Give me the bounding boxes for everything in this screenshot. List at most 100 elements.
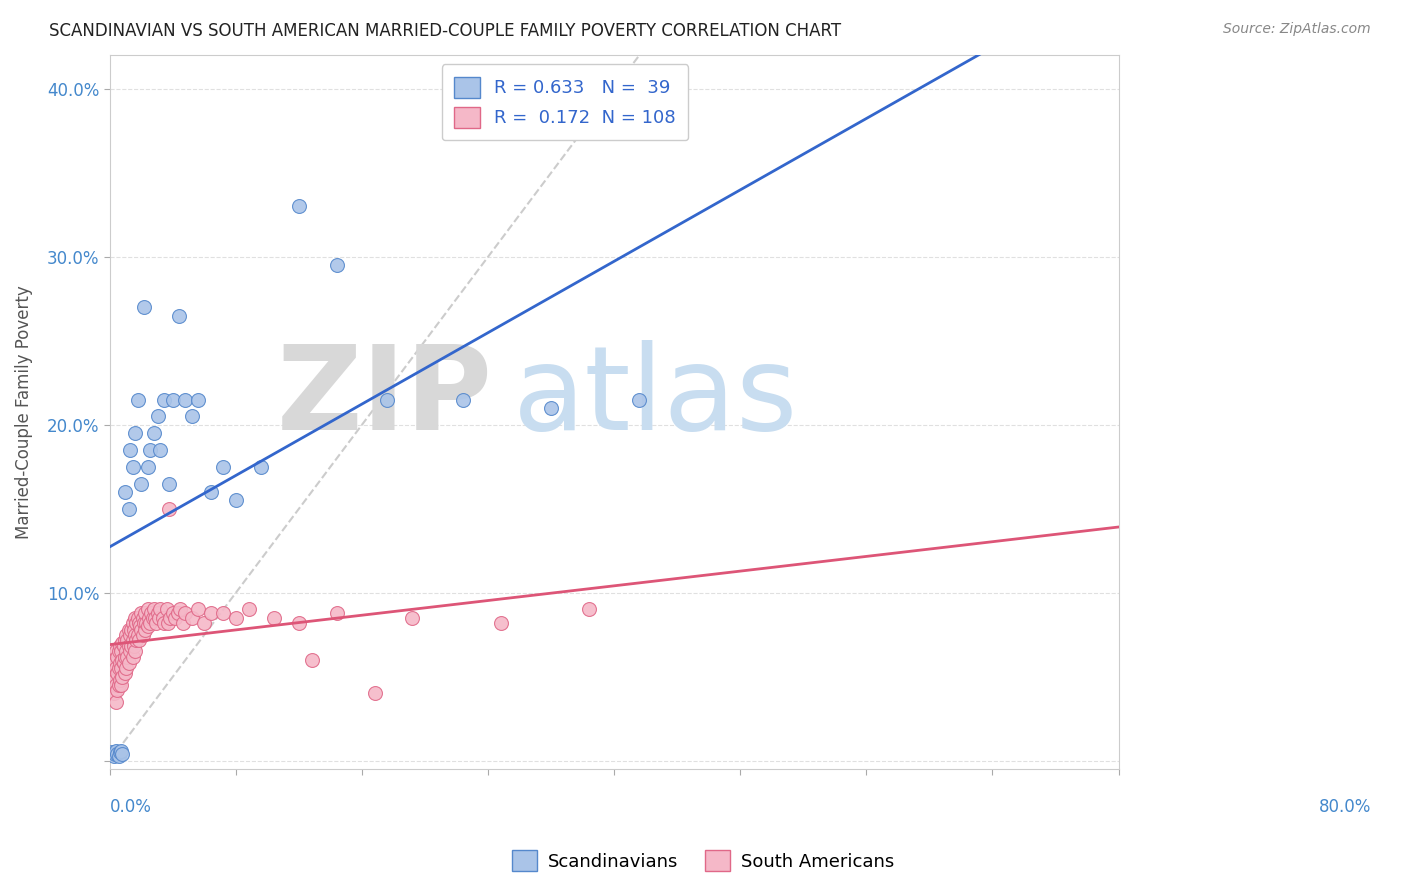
Point	[200, 484, 222, 499]
Point	[165, 611, 187, 625]
Point	[131, 476, 153, 491]
Point	[115, 661, 138, 675]
Point	[288, 615, 311, 630]
Point	[136, 602, 159, 616]
Point	[155, 602, 177, 616]
Text: 0.0%: 0.0%	[110, 797, 152, 815]
Point	[250, 459, 273, 474]
Point	[125, 615, 148, 630]
Point	[103, 653, 125, 667]
Point	[107, 678, 129, 692]
Point	[127, 392, 149, 407]
Point	[167, 606, 190, 620]
Point	[149, 442, 172, 457]
Point	[375, 392, 398, 407]
Point	[114, 632, 136, 647]
Point	[326, 258, 349, 272]
Point	[104, 747, 127, 761]
Point	[122, 623, 145, 637]
Point	[131, 623, 153, 637]
Point	[187, 392, 209, 407]
Point	[159, 611, 181, 625]
Point	[153, 615, 176, 630]
Point	[112, 657, 135, 671]
Point	[107, 748, 129, 763]
Point	[326, 606, 349, 620]
Legend: R = 0.633   N =  39, R =  0.172  N = 108: R = 0.633 N = 39, R = 0.172 N = 108	[441, 64, 689, 140]
Point	[187, 602, 209, 616]
Point	[153, 392, 176, 407]
Point	[103, 686, 125, 700]
Point	[118, 501, 141, 516]
Point	[200, 606, 222, 620]
Point	[101, 661, 124, 675]
Point	[162, 392, 184, 407]
Point	[121, 615, 143, 630]
Point	[135, 615, 157, 630]
Point	[117, 649, 139, 664]
Point	[180, 611, 202, 625]
Text: Source: ZipAtlas.com: Source: ZipAtlas.com	[1223, 22, 1371, 37]
Point	[111, 670, 134, 684]
Point	[118, 628, 141, 642]
Point	[225, 493, 247, 508]
Point	[120, 640, 142, 654]
Point	[124, 426, 146, 441]
Point	[138, 611, 160, 625]
Point	[124, 628, 146, 642]
Point	[105, 661, 128, 675]
Point	[121, 459, 143, 474]
Y-axis label: Married-Couple Family Poverty: Married-Couple Family Poverty	[15, 285, 32, 539]
Point	[132, 615, 155, 630]
Point	[105, 683, 128, 698]
Point	[129, 619, 152, 633]
Point	[628, 392, 651, 407]
Point	[146, 409, 169, 424]
Point	[111, 653, 134, 667]
Point	[105, 747, 128, 761]
Point	[145, 615, 167, 630]
Point	[103, 748, 125, 763]
Point	[157, 501, 180, 516]
Point	[108, 657, 131, 671]
Point	[156, 615, 179, 630]
Point	[107, 661, 129, 675]
Point	[121, 649, 143, 664]
Point	[118, 657, 141, 671]
Point	[212, 606, 235, 620]
Point	[114, 666, 136, 681]
Point	[139, 442, 162, 457]
Point	[112, 640, 135, 654]
Point	[363, 686, 385, 700]
Point	[118, 623, 141, 637]
Point	[451, 392, 474, 407]
Point	[136, 459, 159, 474]
Point	[104, 673, 127, 687]
Point	[134, 606, 156, 620]
Point	[121, 632, 143, 647]
Text: atlas: atlas	[513, 341, 799, 455]
Point	[149, 602, 172, 616]
Point	[104, 657, 127, 671]
Point	[100, 653, 122, 667]
Point	[212, 459, 235, 474]
Point	[124, 644, 146, 658]
Point	[128, 632, 150, 647]
Point	[101, 644, 124, 658]
Point	[110, 644, 132, 658]
Point	[148, 611, 170, 625]
Point	[120, 623, 142, 637]
Point	[180, 409, 202, 424]
Point	[118, 644, 141, 658]
Point	[263, 611, 285, 625]
Point	[132, 300, 155, 314]
Point	[401, 611, 423, 625]
Point	[152, 611, 174, 625]
Point	[122, 640, 145, 654]
Point	[101, 745, 124, 759]
Point	[172, 615, 194, 630]
Point	[238, 602, 260, 616]
Point	[540, 401, 562, 415]
Point	[157, 476, 180, 491]
Point	[143, 611, 166, 625]
